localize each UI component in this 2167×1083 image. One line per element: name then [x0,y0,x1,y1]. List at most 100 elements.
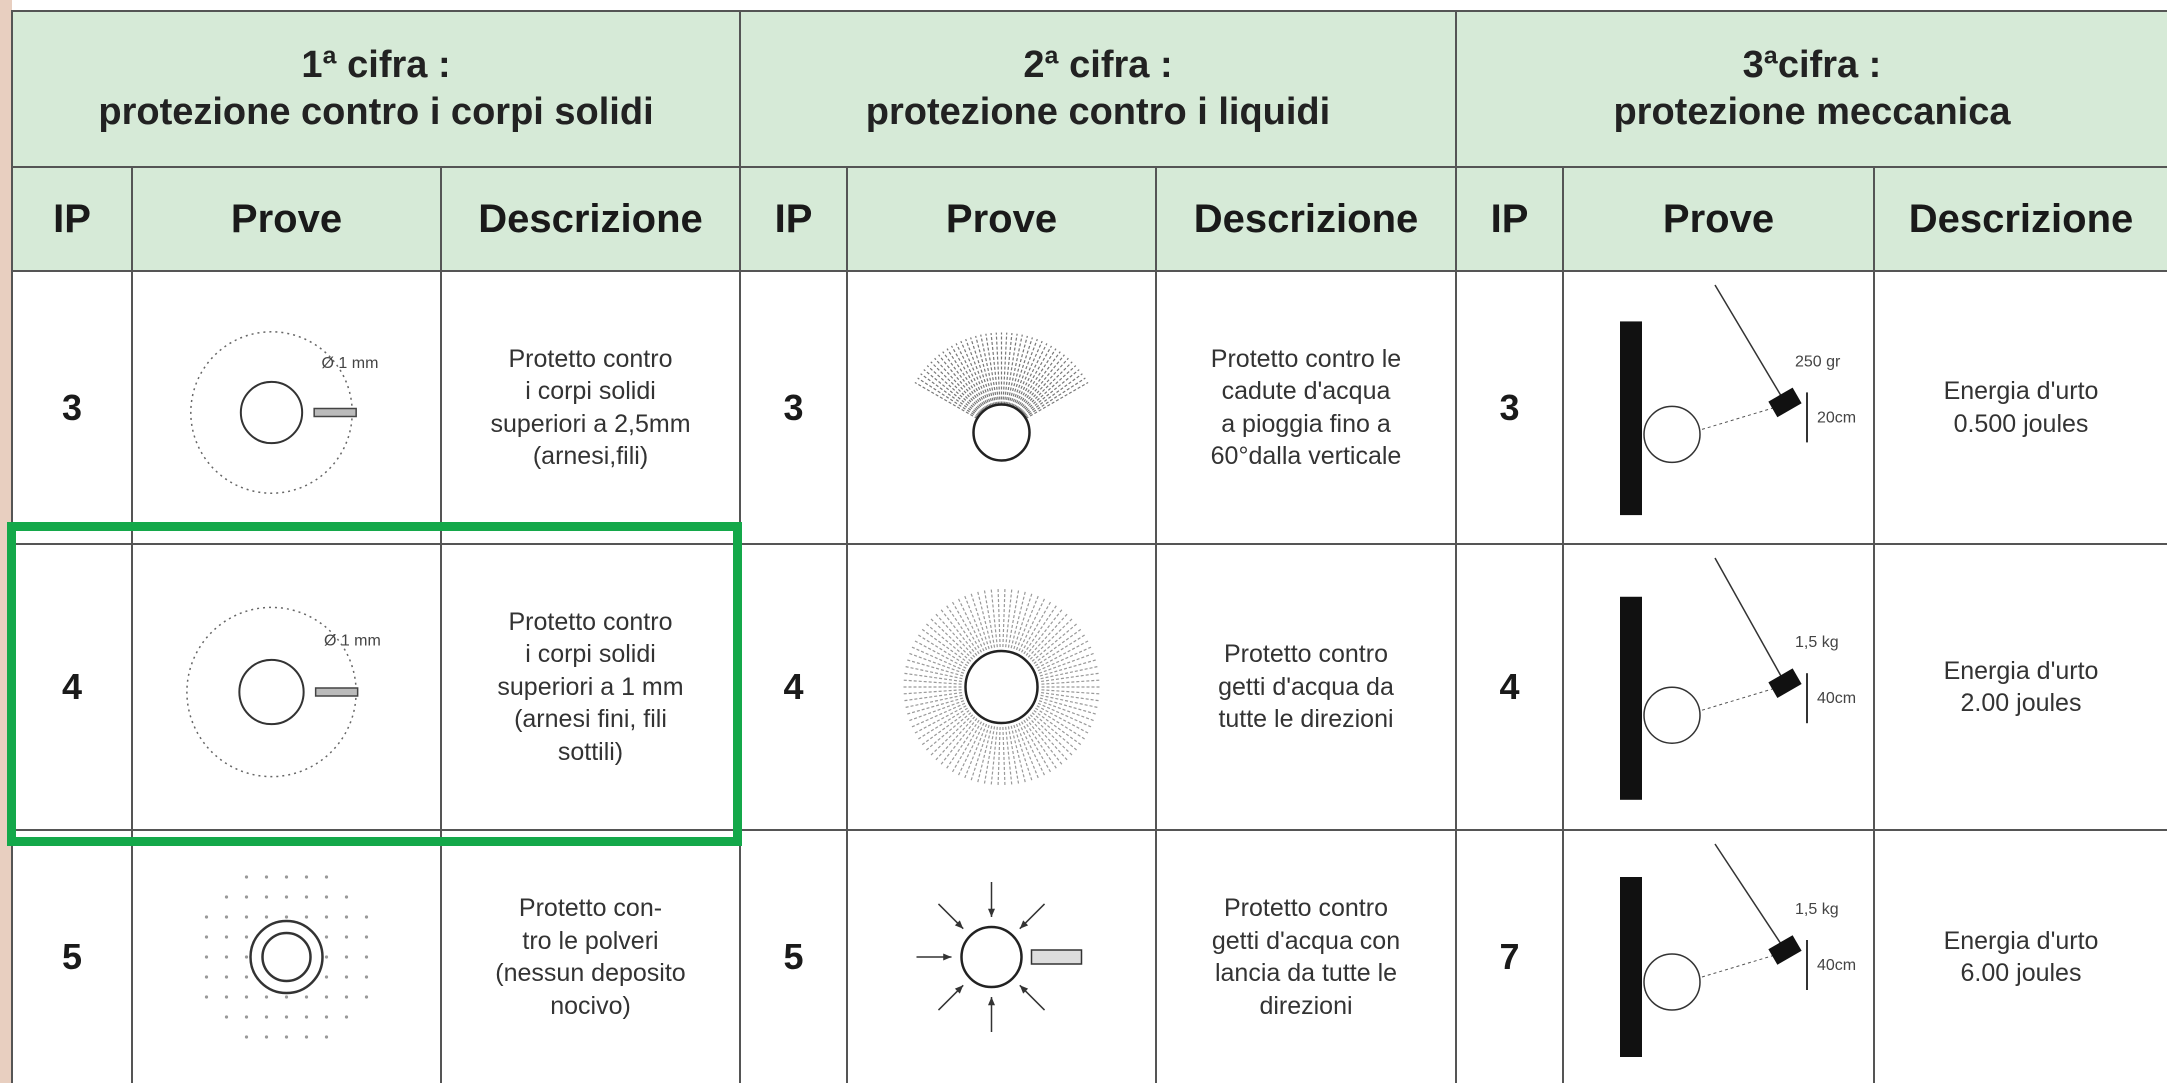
dust-dot [284,875,289,879]
jet-line [1002,726,1006,787]
rain-line [1013,343,1048,408]
rain-line [1020,361,1073,414]
dust-dot [244,875,249,879]
arrow-head [943,953,952,961]
rain-line [1002,332,1008,405]
jet-line [903,694,963,709]
dust-dot [224,895,229,899]
jet-line [990,726,998,787]
dust-dot [304,1035,309,1039]
mass-label: 1,5 kg [1795,634,1839,651]
rain-line [1024,377,1086,418]
jet-line [909,702,966,729]
hammer [1768,387,1802,418]
test-diagram [846,829,1157,1083]
rain-line [1012,340,1043,408]
jet-line [1033,627,1083,664]
dust-dot [224,915,229,919]
height-label: 40cm [1817,690,1856,707]
dust-dot [344,995,349,999]
test-diagram: 1,5 kg 40cm [1562,829,1875,1083]
dust-dot [324,995,329,999]
dust-dot [344,975,349,979]
jet-line [1018,596,1046,652]
jet-line [1029,617,1074,660]
object-circle [960,925,1023,989]
ip-code: 5 [11,829,133,1083]
dust-dot [324,895,329,899]
diagram: Ø 1 mm [186,606,381,778]
diagram: Ø 1 mm [190,331,378,494]
string [1714,843,1786,951]
string [1714,557,1786,684]
rain-line [917,377,979,418]
dust-dot [344,935,349,939]
description: Energia d'urto 6.00 joules [1873,829,2167,1083]
rain-line [1014,345,1053,409]
dust-dot [244,1035,249,1039]
dust-dot [204,935,209,939]
rain-line [1017,351,1061,411]
ip-code: 4 [1455,543,1564,831]
hammer [1768,668,1802,698]
dust-dot [284,1015,289,1019]
arrow-head [1019,920,1029,929]
jet-line [901,679,962,685]
dust-dot [224,955,229,959]
group-subtitle: protezione contro i corpi solidi [98,91,654,133]
dust-dot [364,915,369,919]
jet-line [970,724,990,783]
rain-line [960,340,991,408]
jet-line [1025,607,1064,656]
dust-dot [264,1015,269,1019]
jet-line [1023,603,1058,655]
jet-line [1029,714,1074,757]
ip-code: 5 [739,829,848,1083]
description: Protetto con- tro le polveri (nessun dep… [440,829,741,1083]
dust-dot [244,995,249,999]
jet-line [901,689,962,695]
column-header: IP [1455,166,1564,272]
rain-line [923,369,981,416]
height-label: 40cm [1817,957,1856,974]
rain-line [946,348,987,410]
jet-line [903,665,963,680]
column-header: Descrizione [1873,166,2167,272]
arrow-head [987,997,996,1006]
group-title: 2ª cifra : [1023,43,1173,86]
probe-rod [313,407,357,418]
dust-dot [344,1015,349,1019]
dust-dot [264,895,269,899]
object-circle [1643,686,1701,744]
rain-line [970,337,994,407]
swing-path [1701,406,1776,430]
jet-line [1031,622,1079,662]
jet-line [1023,719,1058,771]
nozzle [1030,949,1083,965]
string [1714,284,1786,403]
group-subtitle: protezione meccanica [1613,91,2011,133]
rain-line [965,338,993,407]
dust-dot [324,875,329,879]
dust-dot [344,895,349,899]
description: Protetto contro getti d'acqua da tutte l… [1155,543,1457,831]
dust-dot [224,935,229,939]
jet-line [1037,645,1094,672]
diagram: 250 gr 20cm [1620,284,1856,516]
ip-code: 3 [11,270,133,545]
dust-dot [204,915,209,919]
rain-line [1009,337,1033,407]
swing-path [1701,687,1776,711]
ip-code: 3 [1455,270,1564,545]
group-header: 2ª cifra : protezione contro i liquidi [739,10,1457,168]
jet-line [997,726,1001,787]
description: Energia d'urto 2.00 joules [1873,543,2167,831]
jet-line [1041,689,1102,695]
object-outer [249,919,324,995]
arrow-head [954,985,964,994]
description: Protetto contro i corpi solidi superiori… [440,543,741,831]
jet-line [916,707,968,741]
column-header: Prove [131,166,442,272]
swing-path [1701,954,1776,978]
dust-dot [264,875,269,879]
